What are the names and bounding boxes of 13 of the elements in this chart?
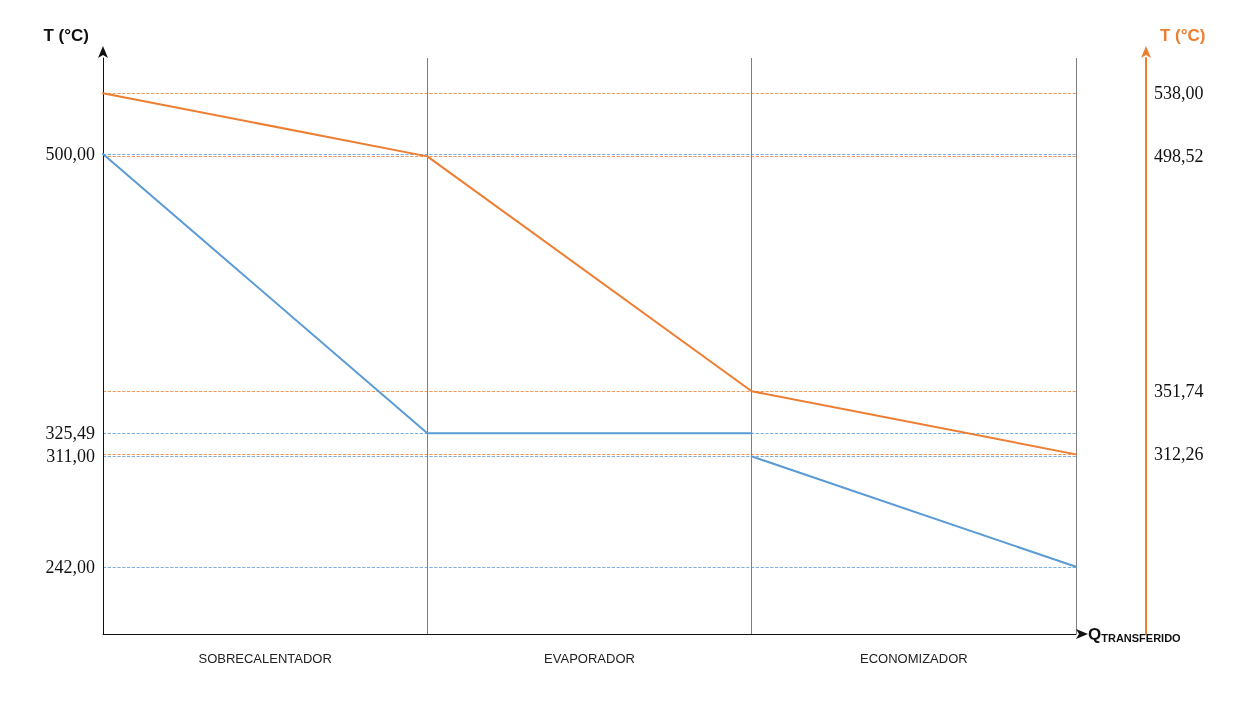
y2-tick-label: 351,74 xyxy=(1154,381,1204,402)
y2-tick-label: 498,52 xyxy=(1154,146,1204,167)
y-axis-title: T (°C) xyxy=(43,26,89,45)
y-tick-label: 325,49 xyxy=(45,423,95,444)
text: SOBRECALENTADOR xyxy=(198,651,332,666)
y2-tick-label: 538,00 xyxy=(1154,83,1204,104)
y2-tick-label: 312,26 xyxy=(1154,444,1204,465)
text: EVAPORADOR xyxy=(544,651,635,666)
y-tick-label: 311,00 xyxy=(46,446,95,467)
y-tick-label: 500,00 xyxy=(45,144,95,164)
y2-axis-title: T (°C) xyxy=(1160,26,1206,45)
y-tick-label: 242,00 xyxy=(45,556,95,577)
text: ECONOMIZADOR xyxy=(860,651,968,666)
